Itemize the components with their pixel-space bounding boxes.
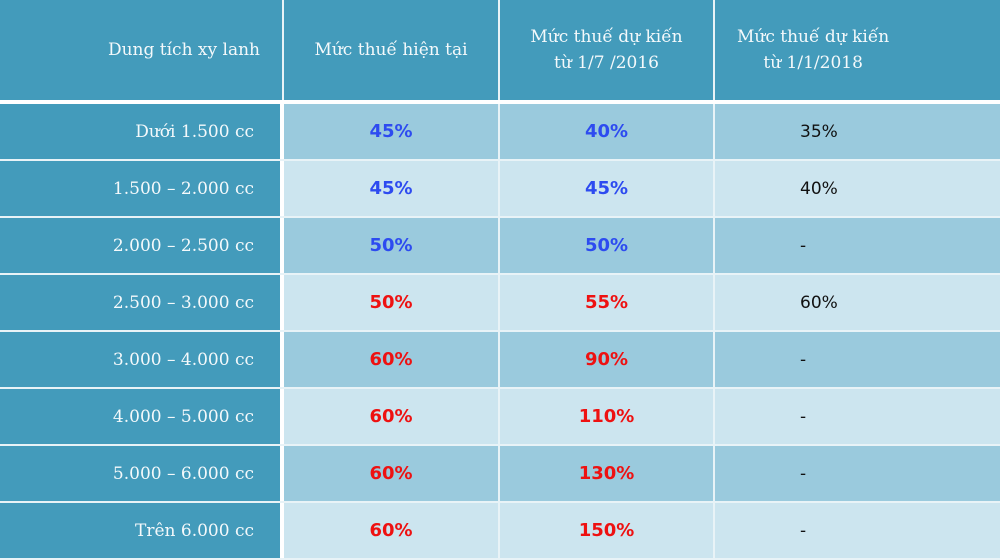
rate-2016-cell: 50% [500,218,715,273]
table-body: Dưới 1.500 cc 45% 40% 35% 1.500 – 2.000 … [0,104,1000,560]
current-rate-cell: 50% [284,218,500,273]
capacity-cell: 5.000 – 6.000 cc [0,446,284,501]
header-label-line2: từ 1/1/2018 [763,53,863,73]
rate-2016-cell: 55% [500,275,715,330]
capacity-cell: 1.500 – 2.000 cc [0,161,284,216]
header-current-rate: Mức thuế hiện tại [284,0,500,100]
capacity-cell: 3.000 – 4.000 cc [0,332,284,387]
current-rate-cell: 60% [284,503,500,558]
rate-2018-cell: 35% [715,104,1000,159]
table-row: 2.500 – 3.000 cc 50% 55% 60% [0,275,1000,332]
rate-2018-cell: 60% [715,275,1000,330]
table-row: 5.000 – 6.000 cc 60% 130% - [0,446,1000,503]
header-label: Dung tích xy lanh [107,40,260,60]
rate-2016-cell: 150% [500,503,715,558]
table-row: 1.500 – 2.000 cc 45% 45% 40% [0,161,1000,218]
rate-2018-cell: - [715,446,1000,501]
current-rate-cell: 45% [284,104,500,159]
capacity-cell: Trên 6.000 cc [0,503,284,558]
rate-2016-cell: 40% [500,104,715,159]
current-rate-cell: 45% [284,161,500,216]
current-rate-cell: 60% [284,332,500,387]
header-rate-2018: Mức thuế dự kiến từ 1/1/2018 [715,0,1000,100]
capacity-cell: 2.000 – 2.500 cc [0,218,284,273]
rate-2016-cell: 90% [500,332,715,387]
table-row: 2.000 – 2.500 cc 50% 50% - [0,218,1000,275]
capacity-cell: 4.000 – 5.000 cc [0,389,284,444]
header-label: Mức thuế hiện tại [314,40,468,60]
rate-2018-cell: - [715,332,1000,387]
rate-2016-cell: 130% [500,446,715,501]
rate-2018-cell: - [715,389,1000,444]
rate-2018-cell: - [715,503,1000,558]
header-label-line1: Mức thuế dự kiến [530,27,683,47]
table-row: Dưới 1.500 cc 45% 40% 35% [0,104,1000,161]
rate-2016-cell: 110% [500,389,715,444]
header-engine-capacity: Dung tích xy lanh [0,0,284,100]
table-row: 4.000 – 5.000 cc 60% 110% - [0,389,1000,446]
rate-2018-cell: - [715,218,1000,273]
rate-2016-cell: 45% [500,161,715,216]
header-label-line2: từ 1/7 /2016 [554,53,659,73]
table-header: Dung tích xy lanh Mức thuế hiện tại Mức … [0,0,1000,100]
capacity-cell: Dưới 1.500 cc [0,104,284,159]
table-row: 3.000 – 4.000 cc 60% 90% - [0,332,1000,389]
rate-2018-cell: 40% [715,161,1000,216]
current-rate-cell: 60% [284,446,500,501]
capacity-cell: 2.500 – 3.000 cc [0,275,284,330]
table-row: Trên 6.000 cc 60% 150% - [0,503,1000,560]
header-rate-2016: Mức thuế dự kiến từ 1/7 /2016 [500,0,715,100]
header-label-line1: Mức thuế dự kiến [737,27,890,47]
current-rate-cell: 50% [284,275,500,330]
current-rate-cell: 60% [284,389,500,444]
